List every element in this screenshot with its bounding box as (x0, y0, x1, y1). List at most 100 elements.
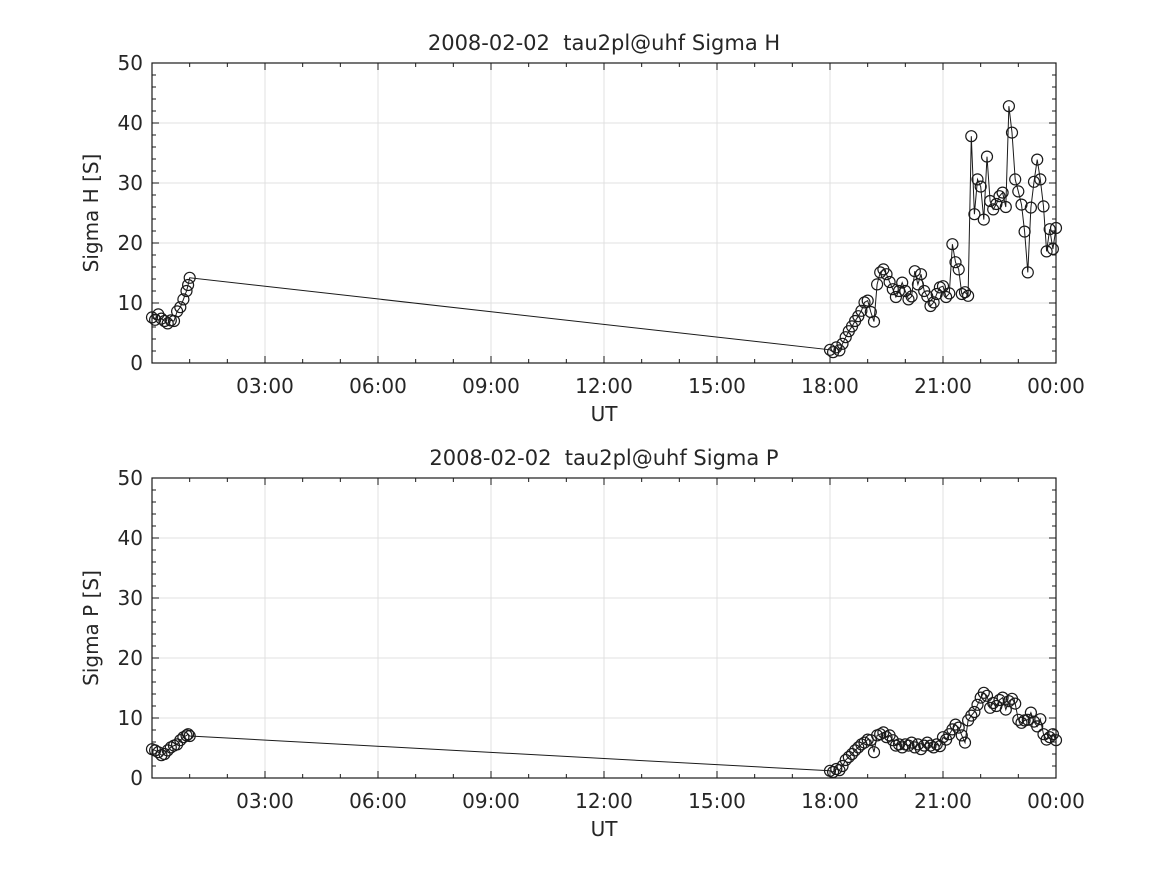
data-marker (836, 759, 849, 773)
data-marker (961, 289, 975, 302)
data-marker (927, 741, 940, 754)
data-marker (1034, 173, 1047, 186)
data-marker (864, 734, 877, 747)
data-marker (930, 738, 943, 751)
data-marker (174, 301, 187, 314)
y-axis-label: Sigma H [S] (79, 154, 103, 273)
data-marker (867, 746, 881, 759)
y-tick-label: 20 (118, 646, 143, 670)
data-marker (1040, 245, 1053, 258)
data-marker (1015, 716, 1028, 729)
x-tick-label: 06:00 (349, 789, 407, 813)
x-tick-label: 15:00 (688, 789, 746, 813)
data-marker (993, 190, 1006, 203)
data-marker (914, 268, 928, 281)
y-axis-label: Sigma P [S] (79, 570, 103, 686)
data-marker (902, 739, 915, 752)
x-tick-label: 00:00 (1027, 374, 1085, 398)
data-marker (1031, 153, 1044, 166)
data-marker (971, 698, 984, 711)
data-marker (858, 296, 871, 309)
data-marker (996, 691, 1009, 704)
y-tick-label: 40 (118, 111, 143, 135)
data-marker (1043, 731, 1056, 744)
data-marker (952, 263, 965, 276)
data-marker (839, 331, 852, 344)
x-tick-label: 09:00 (462, 789, 520, 813)
data-marker (908, 265, 921, 278)
data-marker (833, 344, 846, 357)
data-marker (955, 287, 968, 301)
data-marker (886, 283, 899, 296)
data-marker (987, 696, 1000, 710)
data-marker (939, 290, 953, 304)
data-marker (924, 739, 937, 752)
data-marker (974, 180, 987, 193)
data-marker (880, 268, 893, 281)
data-marker (1024, 706, 1038, 719)
data-marker (946, 238, 959, 251)
data-marker (883, 275, 896, 289)
data-marker (1018, 225, 1031, 238)
x-tick-label: 12:00 (575, 789, 633, 813)
data-marker (1043, 223, 1056, 236)
data-marker (889, 290, 903, 304)
data-marker (874, 266, 887, 279)
data-marker (874, 728, 887, 741)
data-marker (943, 287, 956, 300)
x-tick-label: 00:00 (1027, 789, 1085, 813)
data-marker (927, 296, 940, 309)
data-marker (1002, 695, 1016, 708)
data-marker (958, 736, 972, 749)
y-tick-label: 30 (118, 171, 143, 195)
data-marker (830, 341, 843, 354)
data-marker (958, 286, 972, 299)
data-marker (155, 312, 168, 325)
data-marker (180, 284, 193, 298)
data-marker (936, 731, 950, 744)
data-marker (993, 693, 1006, 707)
data-marker (918, 739, 931, 752)
data-marker (908, 741, 921, 754)
data-marker (152, 308, 165, 321)
x-tick-label: 21:00 (914, 374, 972, 398)
data-marker (1021, 713, 1034, 726)
subplot-1: 03:00 06:00 09:00 12:00 15:00 18:00 21:00 00:00… (79, 31, 1085, 426)
data-marker (855, 304, 868, 317)
y-tick-label: 30 (118, 586, 143, 610)
data-marker (949, 718, 962, 731)
data-marker (1037, 200, 1050, 213)
data-marker (924, 299, 937, 313)
data-marker (1046, 728, 1060, 741)
x-tick-label: 03:00 (236, 789, 294, 813)
data-marker (158, 314, 171, 328)
data-marker (896, 276, 909, 289)
data-marker (980, 150, 994, 163)
data-marker (1012, 713, 1025, 726)
data-marker (1002, 100, 1016, 113)
x-tick-label: 18:00 (801, 374, 859, 398)
data-marker (161, 317, 174, 330)
data-marker (177, 293, 190, 306)
y-tick-label: 40 (118, 526, 143, 550)
y-tick-label: 50 (118, 466, 143, 490)
data-marker (867, 315, 881, 328)
data-marker (965, 130, 978, 143)
data-marker (1024, 201, 1038, 214)
data-marker (845, 747, 859, 761)
data-marker (921, 736, 934, 749)
chart-title: 2008-02-02 tau2pl@uhf Sigma H (428, 31, 780, 55)
data-marker (983, 194, 997, 208)
data-marker (870, 278, 884, 291)
x-tick-label: 15:00 (688, 374, 746, 398)
data-marker (952, 721, 965, 734)
y-tick-label: 0 (130, 766, 143, 790)
y-tick-label: 0 (130, 351, 143, 375)
data-marker (158, 747, 171, 761)
data-marker (999, 200, 1012, 214)
data-marker (836, 337, 849, 350)
data-marker (968, 705, 981, 719)
data-marker (1021, 266, 1034, 279)
